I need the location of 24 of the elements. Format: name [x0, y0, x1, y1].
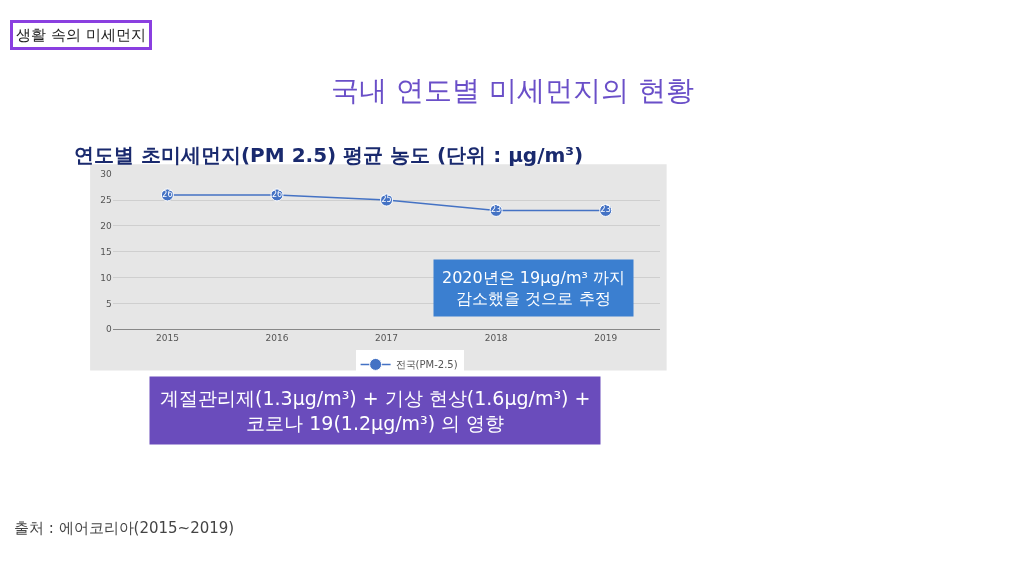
data-label: 26 [162, 189, 173, 199]
data-label: 26 [271, 189, 283, 199]
x-tick-label: 2017 [375, 333, 399, 344]
y-tick-label: 15 [100, 246, 112, 257]
x-tick-label: 2015 [155, 333, 179, 344]
data-label: 25 [381, 195, 392, 205]
chart-subtitle: 연도별 초미세먼지(PM 2.5) 평균 농도 (단위 : μg/m³) [74, 143, 584, 167]
text: 계절관리제(1.3μg/m³) + 기상 현상(1.6μg/m³) + 코로나 19(1.2μg/m³) 의 영향 [160, 387, 591, 434]
x-tick-label: 2016 [265, 333, 289, 344]
y-tick-label: 10 [100, 272, 112, 283]
data-label: 23 [600, 205, 611, 215]
source-note: 출처 : 에어코리아(2015~2019) [14, 519, 235, 537]
data-label: 23 [491, 205, 502, 215]
x-tick-label: 2019 [594, 333, 618, 344]
y-tick-label: 0 [105, 324, 112, 335]
y-tick-label: 20 [100, 221, 112, 232]
annotation: 2020년은 19μg/m³ 까지 감소했을 것으로 추정 [442, 268, 625, 308]
text: 생활 속의 미세먼지 [16, 26, 146, 44]
x-tick-label: 2018 [484, 333, 508, 344]
y-tick-label: 25 [100, 195, 112, 206]
y-tick-label: 30 [100, 169, 112, 180]
legend-label: 전국(PM-2.5) [395, 359, 458, 371]
y-tick-label: 5 [105, 298, 112, 309]
chart-title: 국내 연도별 미세먼지의 현황 [331, 74, 694, 107]
